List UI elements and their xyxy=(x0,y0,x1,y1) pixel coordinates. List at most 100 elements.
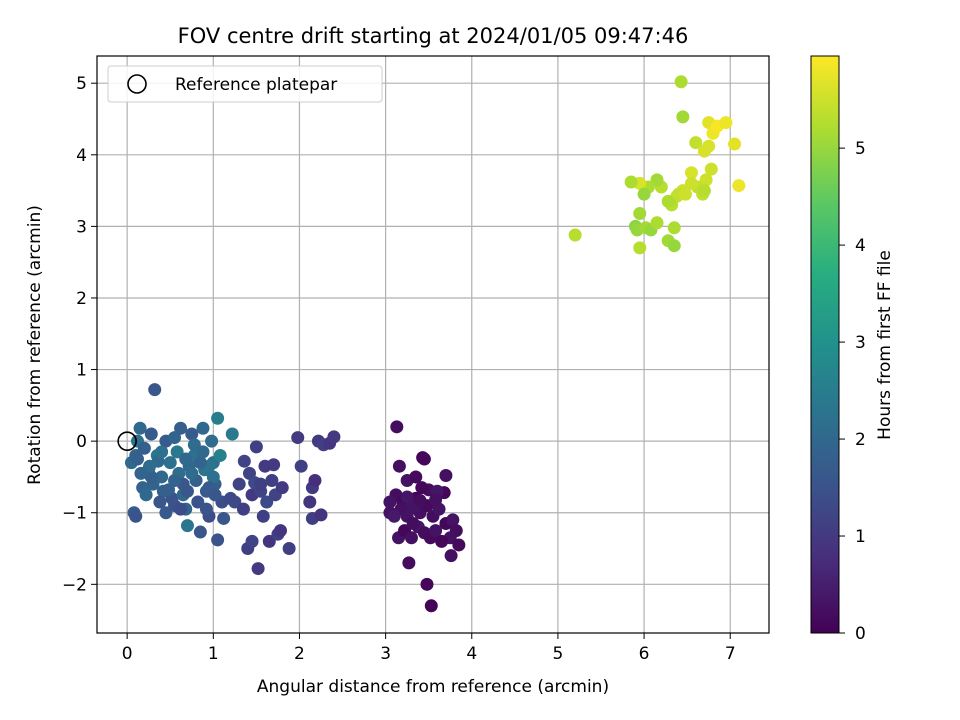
data-point xyxy=(282,542,296,556)
data-point xyxy=(193,525,207,539)
data-point xyxy=(446,513,460,527)
data-point xyxy=(137,441,151,455)
data-point xyxy=(719,116,733,130)
data-point xyxy=(704,162,718,176)
data-point xyxy=(228,495,242,509)
data-point xyxy=(130,452,144,466)
data-point xyxy=(185,466,199,480)
data-point xyxy=(153,495,167,509)
colorbar-ticks: 0 1 2 3 4 5 xyxy=(839,139,866,644)
data-point xyxy=(185,427,199,441)
data-point xyxy=(633,206,647,220)
data-point xyxy=(225,427,239,441)
data-point xyxy=(206,470,220,484)
data-point xyxy=(205,434,219,448)
data-point xyxy=(267,458,281,472)
data-point xyxy=(637,187,651,201)
data-point xyxy=(452,538,466,552)
legend-box xyxy=(107,65,383,103)
data-point xyxy=(568,228,582,242)
data-point xyxy=(402,556,416,570)
colorbar-tick-label: 1 xyxy=(855,527,866,547)
y-tick-label: 3 xyxy=(76,217,87,237)
data-point xyxy=(674,75,688,89)
x-tick-label: 6 xyxy=(639,644,650,664)
data-point xyxy=(168,431,182,445)
data-point xyxy=(208,488,222,502)
legend-label: Reference platepar xyxy=(175,75,337,95)
data-point xyxy=(168,474,182,488)
data-point xyxy=(678,187,692,201)
data-point xyxy=(191,495,205,509)
plot-frame xyxy=(96,55,770,634)
data-point xyxy=(417,452,431,466)
data-point xyxy=(667,221,681,235)
data-point xyxy=(400,490,414,504)
data-point xyxy=(249,440,263,454)
data-point xyxy=(236,502,250,516)
data-point xyxy=(274,524,288,538)
legend-marker-icon xyxy=(127,74,147,94)
data-point xyxy=(702,139,716,153)
y-tick-label: 0 xyxy=(76,432,87,452)
data-point xyxy=(174,502,188,516)
data-point xyxy=(314,508,328,522)
colorbar-tick-label: 4 xyxy=(855,236,866,256)
y-tick-label: 2 xyxy=(76,289,87,309)
data-point xyxy=(294,459,308,473)
colorbar-gradient xyxy=(810,55,840,634)
data-point xyxy=(134,466,148,480)
data-point xyxy=(180,519,194,533)
data-point xyxy=(689,136,703,150)
x-tick-label: 3 xyxy=(380,644,391,664)
data-point xyxy=(697,184,711,198)
y-tick-label: −1 xyxy=(62,504,87,524)
plot-background xyxy=(97,56,769,633)
x-tick-label: 0 xyxy=(122,644,133,664)
data-point xyxy=(256,509,270,523)
data-point xyxy=(415,481,429,495)
data-point xyxy=(129,509,143,523)
data-point xyxy=(232,477,246,491)
data-point xyxy=(251,562,265,576)
data-point xyxy=(199,502,213,516)
y-tick-label: 1 xyxy=(76,361,87,381)
y-tick-label: −2 xyxy=(62,575,87,595)
data-point xyxy=(444,549,458,563)
data-point xyxy=(303,495,317,509)
data-point xyxy=(217,511,231,525)
data-point xyxy=(327,430,341,444)
data-point xyxy=(732,179,746,193)
colorbar-tick-label: 5 xyxy=(855,139,866,159)
data-point xyxy=(196,421,210,435)
x-tick-label: 5 xyxy=(553,644,564,664)
data-point xyxy=(392,459,406,473)
y-axis-label: Rotation from reference (arcmin) xyxy=(25,205,45,485)
data-point xyxy=(667,239,681,253)
data-point xyxy=(676,110,690,124)
data-point xyxy=(133,421,147,435)
data-point xyxy=(387,509,401,523)
x-tick-label: 4 xyxy=(466,644,477,664)
data-point xyxy=(650,173,664,187)
data-point xyxy=(148,383,162,397)
data-point xyxy=(143,459,157,473)
data-point xyxy=(633,241,647,255)
data-point xyxy=(409,470,423,484)
data-point xyxy=(260,495,274,509)
data-point xyxy=(187,438,201,452)
data-point xyxy=(684,176,698,190)
data-point xyxy=(155,470,169,484)
legend: Reference platepar xyxy=(107,65,383,103)
x-tick-label: 1 xyxy=(208,644,219,664)
data-point xyxy=(429,493,443,507)
data-point xyxy=(162,483,176,497)
y-tick-label: 5 xyxy=(76,74,87,94)
data-point xyxy=(429,524,443,538)
data-point xyxy=(390,420,404,434)
y-axis-ticks: −2 −1 0 1 2 3 4 5 xyxy=(62,74,97,595)
data-point xyxy=(196,445,210,459)
data-point xyxy=(624,175,638,189)
data-point xyxy=(265,474,279,488)
